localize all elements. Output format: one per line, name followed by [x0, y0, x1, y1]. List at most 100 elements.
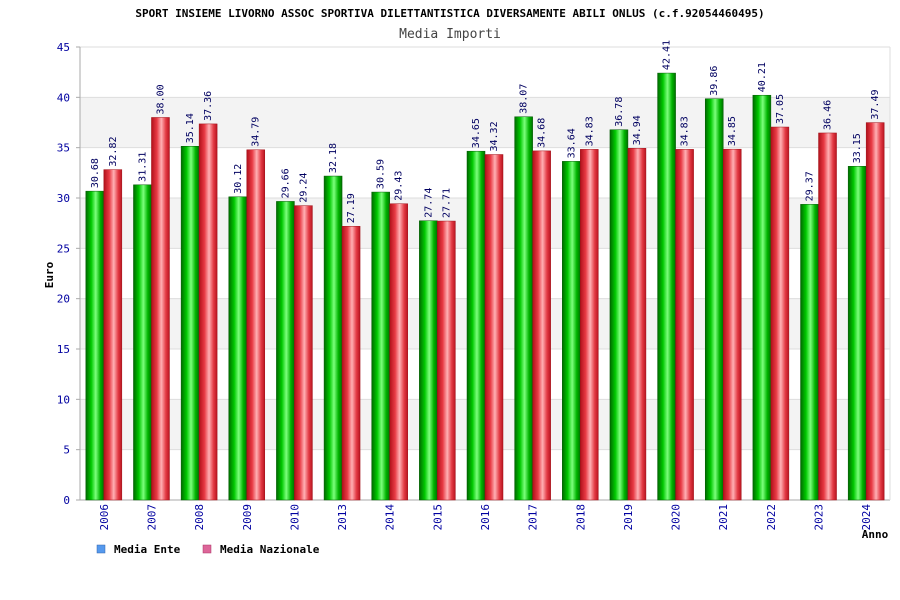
- bar-media-ente-2017: [514, 116, 533, 501]
- x-axis-ticks: 2006 2007 2008 2009 2010 2013 2014 2015 2016 2017…: [98, 504, 873, 531]
- data-label: 38.00: [155, 84, 166, 114]
- data-label: 35.14: [185, 113, 196, 143]
- bar-media-ente-2013: [323, 175, 343, 501]
- data-label: 34.85: [727, 116, 738, 146]
- legend-label-media-ente: Media Ente: [114, 543, 181, 556]
- bar-media-nazionale-2018: [580, 149, 599, 501]
- y-tick-label: 35: [57, 142, 70, 155]
- data-label: 39.86: [709, 66, 720, 96]
- y-axis-ticks: 0 5 10 15 20 25 30 35 40 45: [57, 41, 80, 507]
- y-tick-label: 10: [57, 393, 70, 406]
- bar-media-nazionale-2016: [484, 154, 504, 501]
- data-label: 34.32: [489, 121, 500, 151]
- bar-media-ente-2018: [562, 161, 581, 501]
- bar-media-ente-2022: [752, 94, 772, 501]
- bar-media-ente-2021: [704, 98, 724, 501]
- legend-swatch-media-nazionale: [202, 544, 212, 554]
- y-tick-label: 5: [63, 444, 70, 457]
- data-label: 32.18: [328, 143, 339, 173]
- data-label: 34.65: [471, 118, 482, 148]
- data-label: 29.24: [298, 173, 309, 203]
- data-label: 31.31: [137, 152, 148, 182]
- data-label: 37.49: [870, 89, 881, 119]
- x-tick-label: 2015: [431, 504, 444, 531]
- data-label: 30.59: [376, 159, 387, 189]
- bar-media-nazionale-2008: [198, 123, 218, 501]
- x-tick-label: 2008: [193, 504, 206, 531]
- x-tick-label: 2024: [860, 504, 873, 531]
- bar-media-nazionale-2015: [437, 220, 456, 501]
- bar-media-ente-2023: [800, 204, 819, 501]
- data-label: 38.07: [519, 84, 530, 114]
- y-tick-label: 20: [57, 293, 70, 306]
- y-tick-label: 45: [57, 41, 70, 54]
- legend-swatch-media-ente: [96, 544, 106, 554]
- bar-media-nazionale-2009: [246, 149, 266, 501]
- x-axis-label: Anno: [862, 528, 889, 541]
- data-label: 34.68: [537, 118, 548, 148]
- data-label: 40.21: [757, 62, 768, 92]
- bar-media-nazionale-2019: [627, 148, 647, 501]
- x-tick-label: 2010: [288, 504, 301, 531]
- bar-media-nazionale-2006: [103, 169, 123, 501]
- x-tick-label: 2020: [670, 504, 683, 531]
- x-tick-label: 2014: [384, 504, 397, 531]
- data-label: 30.68: [90, 158, 101, 188]
- bar-media-nazionale-2010: [294, 205, 313, 501]
- data-label: 42.41: [662, 40, 673, 70]
- data-label: 33.64: [566, 128, 577, 158]
- bar-media-ente-2015: [419, 220, 438, 501]
- data-label: 37.05: [775, 94, 786, 124]
- y-tick-label: 30: [57, 192, 70, 205]
- bar-media-ente-2016: [466, 150, 486, 501]
- x-tick-label: 2007: [145, 504, 158, 531]
- x-tick-label: 2017: [527, 504, 540, 531]
- data-label: 29.43: [394, 171, 405, 201]
- y-tick-label: 0: [63, 494, 70, 507]
- data-label: 30.12: [233, 164, 244, 194]
- y-axis-label: Euro: [43, 261, 56, 288]
- data-label: 27.74: [423, 188, 434, 218]
- data-label: 27.19: [346, 193, 357, 223]
- chart-subtitle: Media Importi: [399, 27, 501, 42]
- bar-media-ente-2020: [657, 72, 676, 501]
- bar-media-ente-2006: [85, 190, 105, 501]
- data-label: 29.66: [280, 168, 291, 198]
- x-tick-label: 2019: [622, 504, 635, 531]
- data-label: 34.94: [632, 115, 643, 145]
- bar-media-ente-2014: [371, 191, 390, 501]
- data-label: 36.78: [614, 97, 625, 127]
- bar-media-ente-2019: [609, 129, 629, 501]
- legend-label-media-nazionale: Media Nazionale: [220, 543, 320, 556]
- y-tick-label: 40: [57, 91, 70, 104]
- data-label: 27.71: [441, 188, 452, 218]
- x-tick-label: 2016: [479, 504, 492, 531]
- x-tick-label: 2013: [336, 504, 349, 531]
- y-tick-label: 25: [57, 242, 70, 255]
- bar-media-ente-2009: [228, 196, 248, 501]
- y-tick-label: 15: [57, 343, 70, 356]
- bar-media-nazionale-2023: [818, 132, 837, 501]
- data-label: 34.79: [251, 117, 262, 147]
- bar-media-nazionale-2024: [865, 122, 885, 501]
- data-label: 32.82: [108, 137, 119, 167]
- bar-media-nazionale-2021: [722, 148, 742, 501]
- plot-band: [80, 47, 890, 98]
- data-label: 36.46: [823, 100, 834, 130]
- bar-media-nazionale-2014: [389, 203, 408, 501]
- data-label: 29.37: [805, 171, 816, 201]
- x-tick-label: 2022: [765, 504, 778, 531]
- bar-media-ente-2024: [847, 166, 867, 501]
- x-tick-label: 2023: [813, 504, 826, 531]
- bar-media-nazionale-2013: [341, 226, 361, 501]
- bar-media-ente-2007: [133, 184, 152, 501]
- x-tick-label: 2006: [98, 504, 111, 531]
- data-label: 34.83: [680, 116, 691, 146]
- bars: [85, 72, 885, 501]
- chart-title: SPORT INSIEME LIVORNO ASSOC SPORTIVA DIL…: [135, 7, 764, 20]
- legend: Media Ente Media Nazionale: [96, 543, 320, 556]
- data-label: 37.36: [203, 91, 214, 121]
- bar-media-ente-2010: [276, 201, 295, 501]
- x-tick-label: 2021: [717, 504, 730, 531]
